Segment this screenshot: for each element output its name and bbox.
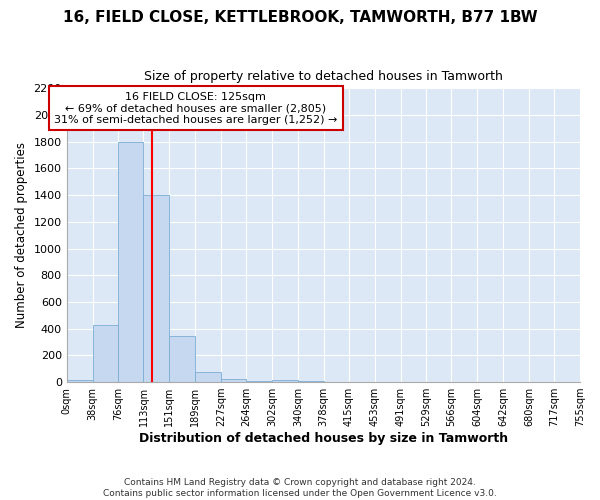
Y-axis label: Number of detached properties: Number of detached properties (15, 142, 28, 328)
Text: 16 FIELD CLOSE: 125sqm
← 69% of detached houses are smaller (2,805)
31% of semi-: 16 FIELD CLOSE: 125sqm ← 69% of detached… (54, 92, 338, 125)
Text: 16, FIELD CLOSE, KETTLEBROOK, TAMWORTH, B77 1BW: 16, FIELD CLOSE, KETTLEBROOK, TAMWORTH, … (62, 10, 538, 25)
Text: Contains HM Land Registry data © Crown copyright and database right 2024.
Contai: Contains HM Land Registry data © Crown c… (103, 478, 497, 498)
Bar (221, 378, 246, 382)
Bar (143, 195, 169, 382)
Bar (195, 372, 221, 382)
Bar (92, 324, 118, 382)
Bar (118, 142, 143, 382)
X-axis label: Distribution of detached houses by size in Tamworth: Distribution of detached houses by size … (139, 432, 508, 445)
Bar (67, 380, 92, 382)
Bar (246, 380, 272, 382)
Bar (272, 380, 298, 382)
Title: Size of property relative to detached houses in Tamworth: Size of property relative to detached ho… (144, 70, 503, 83)
Bar (169, 336, 195, 382)
